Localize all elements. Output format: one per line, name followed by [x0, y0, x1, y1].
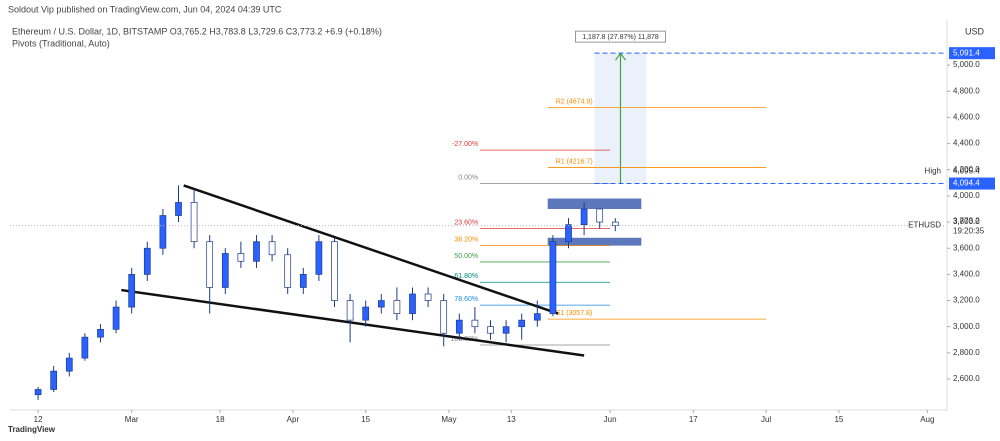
y-tick-label: 4,800.0 [953, 86, 980, 95]
countdown: 19:20:35 [953, 227, 985, 236]
candle-body [237, 253, 245, 262]
zone [547, 237, 642, 246]
candle-body [315, 241, 323, 275]
candle-body [175, 202, 182, 216]
candle-body [128, 274, 136, 308]
fib-level-label: -27.00% [452, 141, 478, 148]
y-tick-label: 3,600.0 [953, 243, 980, 252]
candle-body [518, 319, 526, 328]
candle-body [611, 221, 619, 226]
x-tick-label: Apr [287, 415, 300, 424]
candle-body [331, 241, 338, 301]
x-tick-label: Mar [125, 415, 139, 424]
x-tick-label: 18 [216, 415, 225, 424]
candle-body [253, 241, 260, 262]
trendline [121, 288, 585, 357]
candle-body [299, 274, 307, 288]
chart-subtitle: Pivots (Traditional, Auto) [12, 38, 110, 48]
pivot-level-label: R2 (4674.9) [556, 98, 593, 105]
candle-body [502, 326, 510, 334]
candle-body [440, 300, 448, 334]
price-note: High [925, 167, 941, 176]
x-tick-label: 15 [361, 415, 370, 424]
candle-body [362, 306, 370, 321]
y-tick-label: 4,000.0 [953, 191, 980, 200]
chart-title: Ethereum / U.S. Dollar, 1D, BITSTAMP O3,… [12, 26, 382, 36]
candle-body [565, 224, 572, 243]
candle-body [112, 306, 120, 330]
candle-body [34, 389, 42, 396]
price-mark-box [949, 177, 995, 190]
candle-body [471, 319, 479, 328]
candle-body [533, 313, 541, 321]
price-note-label: 4,095.4 [953, 167, 980, 176]
candle-body [206, 241, 214, 288]
x-tick-label: Jun [604, 415, 617, 424]
fib-level-label: 61.80% [454, 273, 478, 280]
y-tick-label: 4,200.0 [953, 165, 980, 174]
candle-body [284, 254, 292, 288]
price-mark-label: 5,091.4 [953, 48, 980, 57]
candle-body [81, 336, 89, 359]
trendline [183, 184, 559, 315]
y-tick-label: 3,200.0 [953, 296, 980, 305]
candle-body [346, 300, 354, 321]
candle-body [596, 208, 604, 223]
fib-level-label: 23.60% [454, 219, 478, 226]
candle-body [65, 357, 73, 372]
x-tick-label: Aug [920, 415, 934, 424]
pivot-level-label: S1 (3057.8) [556, 310, 593, 317]
candle-body [143, 247, 151, 275]
candle-body [549, 241, 557, 314]
price-mark-box [949, 47, 995, 60]
symbol-label: ETHUSD [908, 221, 941, 230]
candle-body [487, 326, 494, 334]
candle-body [393, 300, 401, 314]
y-tick-label: 4,400.0 [953, 139, 980, 148]
y-tick-label: 3,400.0 [953, 269, 980, 278]
pivot-level-label: R1 (4216.7) [556, 158, 593, 165]
last-price-label: 3,773.2 [953, 217, 980, 226]
fib-level-label: 50.00% [454, 253, 478, 260]
fib-level-label: 38.20% [454, 236, 478, 243]
measure-label-box [575, 30, 667, 43]
footer: TradingView [8, 425, 56, 434]
fib-level-label: 0.00% [458, 174, 478, 181]
y-tick-label: 4,600.0 [953, 113, 980, 122]
currency: USD [965, 26, 985, 36]
measure-label: 1,187.8 (27.87%) 11,878 [582, 34, 659, 41]
y-tick-label: 5,000.0 [953, 60, 980, 69]
header: Soldout Vip published on TradingView.com… [8, 4, 282, 14]
candle-body [159, 215, 167, 249]
candle-body [50, 370, 58, 390]
candle-body [221, 253, 229, 288]
x-tick-label: 15 [834, 415, 843, 424]
x-tick-label: 13 [507, 415, 516, 424]
candle-body [377, 300, 385, 308]
y-tick-label: 3,000.0 [953, 322, 980, 331]
y-tick-label: 3,800.0 [953, 217, 980, 226]
y-tick-label: 2,800.0 [953, 348, 980, 357]
y-tick-label: 2,600.0 [953, 374, 980, 383]
candle-body [97, 328, 104, 338]
x-tick-label: Jul [761, 415, 771, 424]
x-tick-label: May [441, 415, 456, 424]
candle-body [580, 208, 588, 226]
price-mark-label: 4,094.4 [953, 179, 980, 188]
candle-body [268, 241, 276, 256]
candle-body [455, 319, 463, 334]
candle-body [409, 293, 416, 314]
x-tick-label: 17 [689, 415, 698, 424]
candle-body [190, 202, 198, 243]
candle-body [424, 293, 432, 301]
fib-level-label: 78.60% [454, 296, 478, 303]
x-tick-label: 12 [34, 415, 43, 424]
zone [547, 198, 642, 209]
